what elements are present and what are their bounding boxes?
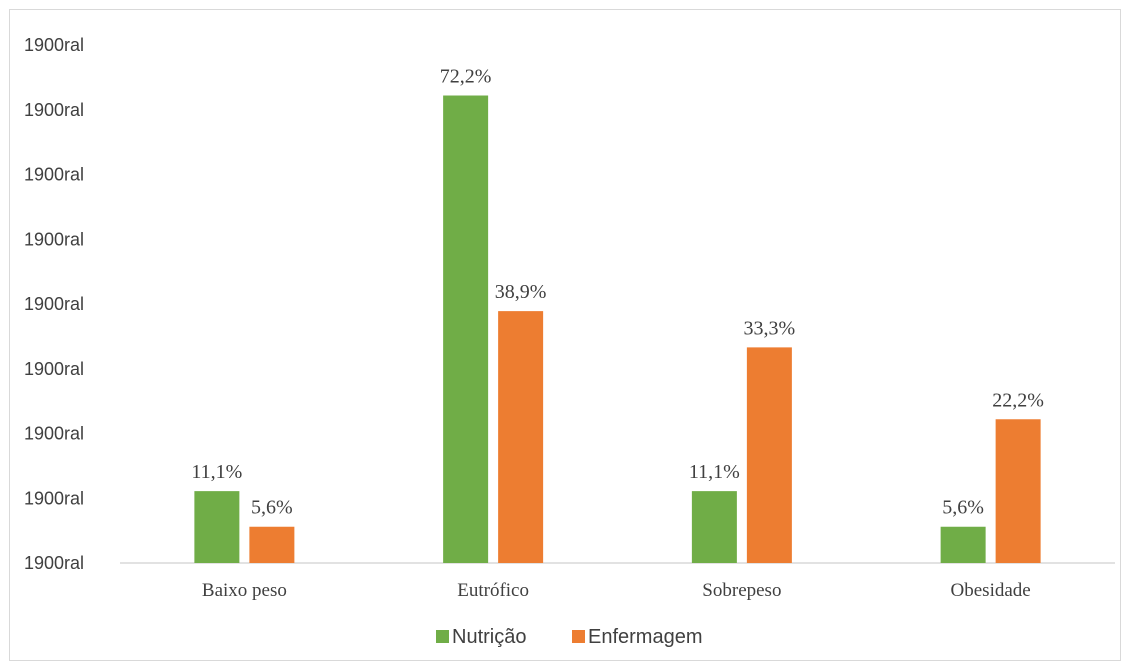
data-label: 5,6% <box>942 497 984 519</box>
y-tick-label: 1900ral <box>24 165 84 185</box>
legend-label: Enfermagem <box>588 626 703 648</box>
data-label: 11,1% <box>689 461 740 483</box>
y-tick-label: 1900ral <box>24 424 84 444</box>
x-axis-category-labels: Baixo peso Eutrófico Sobrepeso Obesidade <box>202 580 1031 601</box>
data-label: 33,3% <box>744 317 796 339</box>
legend-swatch <box>436 630 449 643</box>
y-tick-label: 1900ral <box>24 294 84 314</box>
data-label: 38,9% <box>495 281 547 303</box>
y-tick-label: 1900ral <box>24 35 84 55</box>
bar-nutrição-3 <box>940 526 986 563</box>
data-label: 72,2% <box>440 66 492 88</box>
data-label: 11,1% <box>191 461 242 483</box>
category-label: Baixo peso <box>202 580 287 601</box>
y-tick-label: 1900ral <box>24 100 84 120</box>
category-label: Eutrófico <box>457 580 529 601</box>
data-label: 22,2% <box>992 389 1044 411</box>
bar-nutrição-1 <box>443 95 489 563</box>
y-axis-tick-labels: 1900ral 1900ral 1900ral 1900ral 1900ral 1900r… <box>24 35 84 573</box>
data-labels: 11,1% 5,6% 72,2% 38,9% 11,1% 33,3% 5,6% 22,2% <box>191 66 1044 519</box>
y-tick-label: 1900ral <box>24 553 84 573</box>
bar-enfermagem-1 <box>498 311 544 563</box>
chart-frame <box>9 9 1121 661</box>
bar-nutrição-0 <box>194 491 240 563</box>
legend-swatch <box>572 630 585 643</box>
y-tick-label: 1900ral <box>24 229 84 249</box>
bar-enfermagem-0 <box>249 526 295 563</box>
legend-label: Nutrição <box>452 626 526 648</box>
data-label: 5,6% <box>251 497 293 519</box>
category-label: Obesidade <box>951 580 1031 601</box>
bar-enfermagem-2 <box>746 347 792 563</box>
y-tick-label: 1900ral <box>24 359 84 379</box>
y-tick-label: 1900ral <box>24 488 84 508</box>
bar-nutrição-2 <box>691 491 737 563</box>
legend: Nutrição Enfermagem <box>436 626 703 648</box>
bar-enfermagem-3 <box>995 419 1041 563</box>
category-label: Sobrepeso <box>702 580 781 601</box>
bars <box>194 95 1041 563</box>
